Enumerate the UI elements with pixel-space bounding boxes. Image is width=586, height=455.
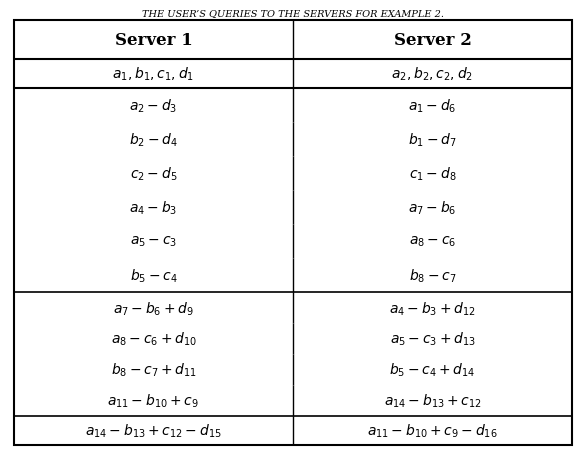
Text: $a_2 - d_3$: $a_2 - d_3$ [130,97,178,115]
Text: $a_2, b_2, c_2, d_2$: $a_2, b_2, c_2, d_2$ [391,66,473,83]
Text: $b_5 - c_4$: $b_5 - c_4$ [130,267,178,284]
Text: $b_2 - d_4$: $b_2 - d_4$ [129,131,178,148]
Text: $a_{11} - b_{10} + c_9 - d_{16}$: $a_{11} - b_{10} + c_9 - d_{16}$ [367,422,498,439]
Text: $a_7 - b_6 + d_9$: $a_7 - b_6 + d_9$ [113,299,194,317]
Text: $b_8 - c_7$: $b_8 - c_7$ [409,267,456,284]
Text: THE USER’S QUERIES TO THE SERVERS FOR EXAMPLE 2.: THE USER’S QUERIES TO THE SERVERS FOR EX… [142,9,444,18]
Text: $a_5 - c_3 + d_{13}$: $a_5 - c_3 + d_{13}$ [390,330,475,348]
Text: $a_{14} - b_{13} + c_{12} - d_{15}$: $a_{14} - b_{13} + c_{12} - d_{15}$ [85,422,222,439]
Text: $b_8 - c_7 + d_{11}$: $b_8 - c_7 + d_{11}$ [111,361,196,379]
Text: $a_1, b_1, c_1, d_1$: $a_1, b_1, c_1, d_1$ [113,66,195,83]
Text: $a_8 - c_6 + d_{10}$: $a_8 - c_6 + d_{10}$ [111,330,196,348]
Text: Server 1: Server 1 [115,32,192,49]
Text: $a_8 - c_6$: $a_8 - c_6$ [409,235,456,249]
Text: $b_1 - d_7$: $b_1 - d_7$ [408,131,457,148]
Text: Server 2: Server 2 [394,32,472,49]
Text: $a_7 - b_6$: $a_7 - b_6$ [408,199,456,217]
Text: $c_1 - d_8$: $c_1 - d_8$ [408,165,456,182]
Text: $a_4 - b_3$: $a_4 - b_3$ [130,199,178,217]
Text: $c_2 - d_5$: $c_2 - d_5$ [130,165,177,182]
Text: $b_5 - c_4 + d_{14}$: $b_5 - c_4 + d_{14}$ [389,361,476,379]
Text: $a_1 - d_6$: $a_1 - d_6$ [408,97,456,115]
Text: $a_{14} - b_{13} + c_{12}$: $a_{14} - b_{13} + c_{12}$ [384,392,482,410]
Text: $a_4 - b_3 + d_{12}$: $a_4 - b_3 + d_{12}$ [389,299,476,317]
Text: $a_5 - c_3$: $a_5 - c_3$ [130,235,177,249]
Text: $a_{11} - b_{10} + c_9$: $a_{11} - b_{10} + c_9$ [107,392,199,410]
